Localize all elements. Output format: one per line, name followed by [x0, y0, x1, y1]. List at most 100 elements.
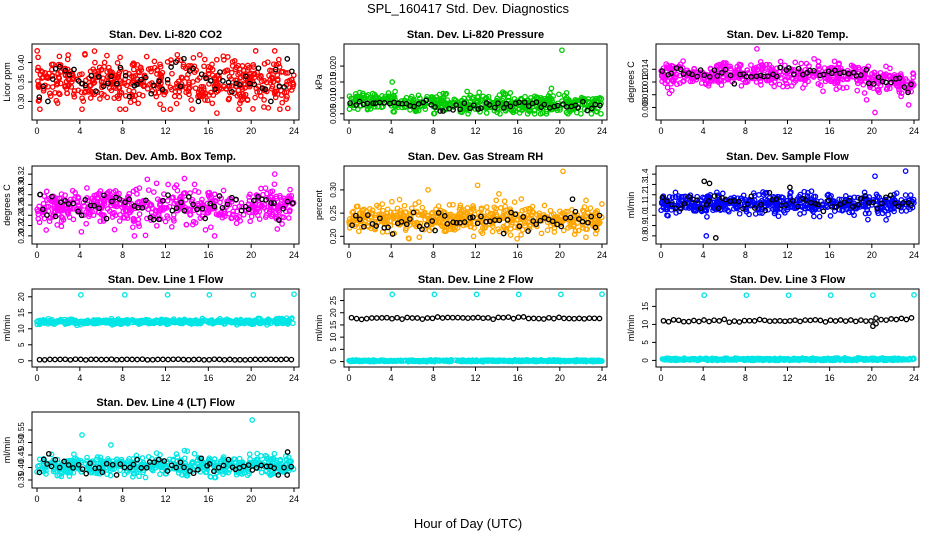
data-point: [186, 91, 192, 98]
data-point: [272, 66, 279, 73]
x-tick-label: 24: [909, 126, 919, 136]
data-point: [205, 209, 212, 216]
data-point: [113, 80, 120, 87]
data-point: [871, 69, 878, 76]
data-point: [214, 72, 220, 79]
data-point: [870, 196, 877, 203]
data-point: [164, 80, 171, 86]
data-point: [145, 317, 152, 323]
data-point: [259, 319, 266, 326]
data-point: [36, 97, 43, 103]
series-mean: [349, 196, 603, 237]
y-tick-label: 0.25: [329, 205, 338, 221]
data-point: [497, 205, 504, 211]
data-point: [196, 51, 203, 58]
data-point: [284, 198, 291, 205]
data-point: [471, 207, 477, 214]
panel-title: Stan. Dev. Gas Stream RH: [408, 151, 544, 163]
panel-title: Stan. Dev. Line 1 Flow: [108, 274, 224, 286]
data-point: [280, 68, 286, 75]
data-point: [405, 235, 412, 242]
x-tick-label: 12: [160, 126, 170, 136]
x-tick-label: 8: [431, 373, 436, 383]
y-axis-label: ml/min: [626, 315, 636, 342]
data-point: [461, 219, 468, 225]
data-point: [668, 80, 674, 87]
data-point: [544, 227, 551, 234]
data-point: [169, 70, 175, 77]
data-point: [355, 228, 362, 235]
data-point: [573, 356, 580, 363]
data-point: [114, 60, 121, 66]
data-point: [109, 210, 116, 217]
data-point: [211, 203, 218, 210]
data-point: [245, 206, 252, 213]
data-point: [870, 81, 877, 87]
data-point: [379, 93, 385, 99]
data-point: [252, 356, 259, 363]
y-tick-label: 1.2: [641, 189, 650, 201]
data-point: [285, 320, 292, 326]
data-point: [437, 108, 443, 114]
data-point: [379, 201, 386, 207]
data-point: [181, 189, 188, 196]
data-point: [285, 215, 292, 221]
data-point: [383, 358, 390, 365]
data-point: [190, 54, 197, 61]
data-point: [825, 197, 832, 204]
data-point: [279, 203, 286, 210]
x-tick-label: 16: [513, 126, 523, 136]
data-point: [855, 201, 861, 208]
data-point: [395, 357, 402, 364]
data-point: [420, 358, 427, 365]
data-point: [450, 201, 456, 208]
data-point: [106, 188, 113, 195]
data-point: [65, 83, 72, 89]
data-point: [52, 89, 58, 96]
data-point: [52, 199, 59, 205]
data-point: [130, 188, 137, 195]
data-point: [98, 356, 105, 363]
data-point: [165, 356, 171, 363]
data-point: [181, 55, 187, 62]
data-point: [559, 47, 565, 54]
data-point: [518, 357, 525, 364]
data-point: [748, 62, 754, 68]
data-point: [470, 102, 477, 109]
data-point: [892, 200, 898, 207]
data-point: [714, 189, 720, 196]
data-point: [56, 53, 63, 60]
data-point: [134, 81, 140, 88]
data-point: [677, 66, 684, 73]
data-point: [861, 90, 868, 96]
data-point: [596, 315, 603, 322]
data-point: [111, 226, 118, 233]
data-point: [457, 204, 463, 211]
x-tick-label: 4: [701, 250, 706, 260]
series-raw: [34, 48, 297, 116]
data-point: [522, 206, 528, 213]
data-point: [758, 201, 764, 208]
data-point: [221, 356, 228, 363]
data-point: [489, 228, 496, 235]
data-point: [220, 78, 226, 84]
data-point: [353, 93, 360, 100]
data-point: [757, 72, 764, 79]
data-point: [204, 97, 211, 104]
data-point: [129, 356, 135, 363]
data-point: [827, 77, 834, 83]
data-point: [34, 67, 41, 74]
data-point: [902, 192, 909, 198]
x-tick-label: 8: [120, 250, 125, 260]
data-point: [879, 78, 886, 85]
data-point: [105, 80, 111, 87]
y-axis-label: percent: [314, 189, 324, 220]
data-point: [888, 205, 895, 212]
data-point: [70, 91, 77, 97]
data-point: [91, 319, 98, 325]
data-point: [207, 224, 214, 231]
data-point: [389, 315, 395, 322]
data-point: [280, 214, 287, 221]
data-point: [475, 358, 481, 364]
data-point: [777, 58, 784, 65]
